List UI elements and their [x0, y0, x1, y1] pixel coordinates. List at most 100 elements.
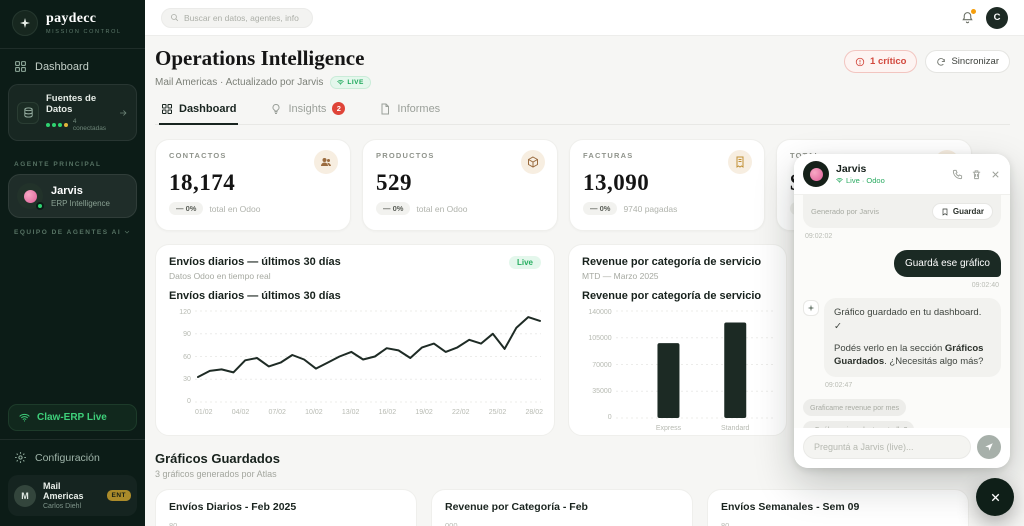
message-timestamp: 09:02:02 [805, 233, 833, 240]
global-search[interactable] [161, 7, 313, 28]
user-message: Guardá ese gráfico [893, 250, 1001, 277]
notification-dot [971, 9, 976, 14]
stat-change-badge: — 0% [376, 202, 411, 215]
phone-icon[interactable] [952, 169, 963, 180]
sync-button[interactable]: Sincronizar [925, 50, 1010, 73]
daily-shipments-chart-card: Envíos diarios — últimos 30 días Datos O… [155, 244, 555, 436]
gear-icon [14, 451, 27, 464]
tab-informes[interactable]: Informes [377, 102, 442, 125]
suggestion-chip[interactable]: Graficame revenue por mes [803, 399, 907, 417]
chat-messages: Generado por Jarvis Guardar 09:02:02 Gua… [794, 195, 1010, 428]
status-dot [63, 123, 68, 127]
stat-card-productos: PRODUCTOS 529 — 0% total en Odoo [362, 139, 558, 231]
saved-charts-title: Gráficos Guardados [155, 451, 280, 466]
page-subtitle: Mail Americas · Actualizado por Jarvis [155, 77, 324, 88]
close-icon[interactable] [990, 169, 1001, 180]
save-chart-button[interactable]: Guardar [931, 203, 993, 220]
spark-logo-icon [803, 300, 819, 316]
status-dot [46, 123, 50, 127]
stat-value: 13,090 [583, 170, 650, 195]
chart-inner-title: Envíos diarios — últimos 30 días [169, 290, 341, 302]
saved-chart-tick: 80 [721, 521, 730, 526]
sidebar: paydecc MISSION CONTROL Dashboard Fuente… [0, 0, 145, 526]
insights-count-badge: 2 [332, 102, 346, 115]
divider [0, 439, 145, 440]
arrow-right-icon [118, 108, 128, 118]
document-icon [379, 103, 391, 115]
erp-live-label: Claw-ERP Live [37, 412, 107, 423]
sidebar-item-settings[interactable]: Configuración [0, 442, 145, 473]
y-axis: 120 90 60 30 0 [179, 309, 191, 405]
x-axis: 01/02 04/02 07/02 10/02 13/02 16/02 19/02 22/02… [195, 409, 543, 416]
bar-chart [615, 310, 773, 419]
account-card[interactable]: M Mail Americas Carlos Diehl ENT [8, 475, 137, 516]
live-badge: Live [508, 256, 541, 269]
account-subtitle: Carlos Diehl [43, 503, 82, 510]
grid-icon [161, 103, 173, 115]
search-icon [170, 13, 179, 22]
chat-toggle-button[interactable] [976, 478, 1014, 516]
wifi-icon [337, 79, 345, 86]
chat-input-row [794, 428, 1010, 468]
stat-label: FACTURAS [583, 151, 634, 160]
stat-note: 9740 pagadas [623, 203, 678, 214]
tab-insights[interactable]: Insights 2 [268, 102, 347, 125]
account-avatar: M [14, 484, 36, 507]
agent-role: ERP Intelligence [51, 198, 110, 208]
sidebar-agent-jarvis[interactable]: Jarvis ERP Intelligence [8, 174, 137, 218]
trash-icon[interactable] [971, 169, 982, 180]
tab-bar: Dashboard Insights 2 Informes [155, 102, 1010, 125]
sidebar-section-team[interactable]: EQUIPO DE AGENTES AI [0, 218, 145, 242]
agent-name: Jarvis [51, 184, 83, 197]
chat-input[interactable] [803, 435, 971, 459]
database-icon [17, 101, 39, 124]
agent-message-row: Gráfico guardado en tu dashboard. ✓ Podé… [803, 298, 1001, 378]
line-chart [194, 310, 541, 403]
chart-title: Revenue por categoría de servicio [582, 256, 762, 268]
data-sources-status: 4 conectadas [46, 118, 111, 132]
x-axis: Express Standard [655, 425, 750, 432]
sidebar-data-sources[interactable]: Fuentes de Datos 4 conectadas [8, 84, 137, 141]
search-input[interactable] [184, 12, 304, 23]
saved-chart-title: Envíos Diarios - Feb 2025 [169, 501, 297, 513]
chart-title: Envíos diarios — últimos 30 días [169, 256, 341, 268]
stat-change-badge: — 0% [169, 202, 204, 215]
bell-icon[interactable] [961, 9, 976, 24]
saved-charts-row: Envíos Diarios - Feb 2025 80 Revenue por… [155, 489, 1010, 526]
chart-message-bubble: Generado por Jarvis Guardar [803, 195, 1001, 228]
grid-icon [14, 60, 27, 73]
bookmark-icon [941, 208, 949, 216]
y-axis: 140000 105000 70000 35000 0 [588, 309, 612, 421]
stat-change-badge: — 0% [583, 202, 618, 215]
send-icon[interactable] [977, 435, 1001, 459]
stat-note: total en Odoo [416, 203, 468, 214]
chart-subtitle: MTD — Marzo 2025 [582, 271, 659, 281]
sidebar-item-dashboard[interactable]: Dashboard [0, 51, 145, 82]
lightbulb-icon [270, 103, 282, 115]
critical-alert-button[interactable]: 1 crítico [844, 50, 918, 73]
status-dot [51, 123, 56, 127]
wifi-icon [19, 412, 30, 423]
brand-tagline: MISSION CONTROL [46, 29, 122, 35]
saved-chart-card[interactable]: Revenue por Categoría - Feb 000 [431, 489, 693, 526]
user-avatar[interactable]: C [986, 6, 1008, 29]
topbar: C [145, 0, 1024, 36]
stat-card-facturas: FACTURAS 13,090 — 0% 9740 pagadas [569, 139, 765, 231]
erp-live-status[interactable]: Claw-ERP Live [8, 404, 137, 431]
brain-avatar [17, 183, 44, 210]
chat-status: Live · Odoo [836, 176, 885, 185]
chat-header: Jarvis Live · Odoo [794, 154, 1010, 195]
saved-chart-tick: 000 [445, 521, 458, 526]
brand-name: paydecc [46, 11, 97, 26]
page-title: Operations Intelligence [155, 46, 365, 70]
suggestion-chip[interactable]: ¿Cuál es mi producto estrella? [803, 421, 915, 428]
suggestion-chips: Graficame revenue por mes ¿Cuál es mi pr… [803, 399, 1001, 428]
sidebar-section-agent: AGENTE PRINCIPAL [14, 161, 102, 168]
message-timestamp: 09:02:40 [971, 282, 999, 289]
saved-chart-card[interactable]: Envíos Diarios - Feb 2025 80 [155, 489, 417, 526]
saved-chart-card[interactable]: Envíos Semanales - Sem 09 80 [707, 489, 969, 526]
message-timestamp: 09:02:47 [825, 382, 853, 390]
saved-chart-title: Revenue por Categoría - Feb [445, 501, 588, 513]
tab-dashboard[interactable]: Dashboard [159, 102, 239, 125]
divider [0, 48, 145, 49]
